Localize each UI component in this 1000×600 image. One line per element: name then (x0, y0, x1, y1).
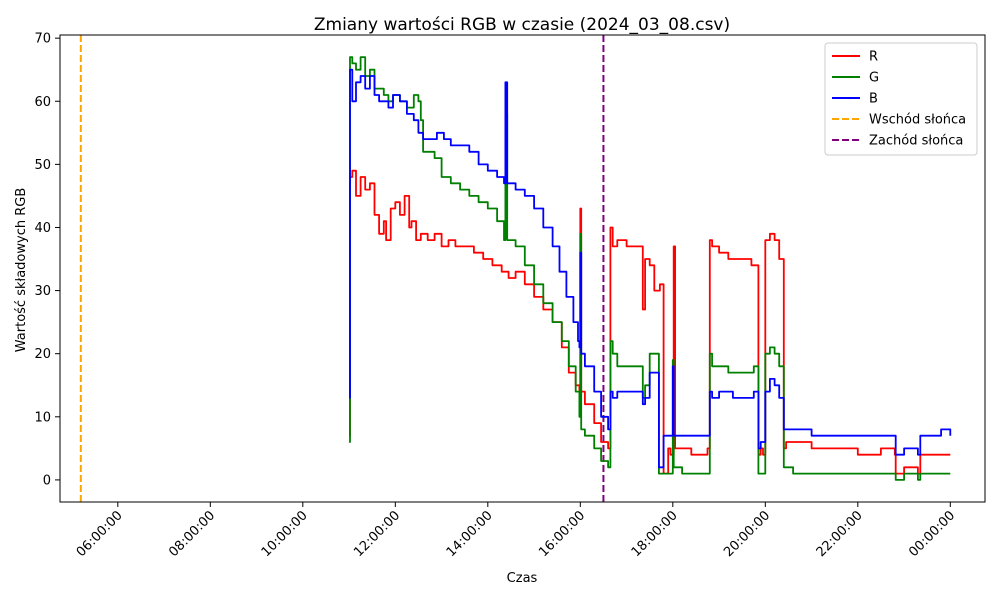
chart-title: Zmiany wartości RGB w czasie (2024_03_08… (314, 15, 730, 35)
legend-label: R (869, 50, 878, 65)
y-tick-label: 20 (34, 347, 51, 362)
series-line-g (349, 56, 951, 481)
y-axis: 0 10 20 30 40 50 60 70 (34, 32, 60, 488)
y-tick-label: 30 (34, 284, 51, 299)
axes-frame (59, 34, 986, 503)
x-tick-label: 16:00:00 (536, 508, 588, 560)
x-axis: 06:00:00 08:00:00 10:00:00 12:00:00 14:00:00… (74, 502, 958, 560)
legend-label: Zachód słońca (869, 134, 963, 149)
plot-area (79, 35, 952, 502)
x-tick-label: 12:00:00 (351, 508, 403, 560)
legend-label: G (869, 71, 879, 86)
legend-box (824, 42, 978, 156)
legend-label: B (869, 92, 878, 107)
x-axis-title: Czas (507, 571, 538, 586)
x-tick-label: 20:00:00 (721, 508, 773, 560)
series-line-r (349, 169, 951, 475)
x-tick-label: 14:00:00 (444, 508, 496, 560)
x-tick-label: 06:00:00 (74, 508, 126, 560)
x-tick-label: 00:00:00 (906, 508, 958, 560)
x-tick-label: 22:00:00 (814, 508, 866, 560)
y-tick-label: 40 (34, 221, 51, 236)
x-tick-label: 08:00:00 (166, 508, 218, 560)
y-tick-label: 50 (34, 158, 51, 173)
legend: RGB Wschód słońca Zachód słońca (824, 42, 978, 156)
legend-label: Wschód słońca (869, 113, 966, 128)
series-line-b (349, 68, 952, 469)
y-tick-label: 10 (34, 410, 51, 425)
x-tick-label: 18:00:00 (629, 508, 681, 560)
y-axis-title: Wartość składowych RGB (14, 188, 29, 352)
x-tick-label: 10:00:00 (259, 508, 311, 560)
y-tick-label: 60 (34, 95, 51, 110)
y-tick-label: 70 (34, 32, 51, 47)
y-tick-label: 0 (43, 473, 51, 488)
